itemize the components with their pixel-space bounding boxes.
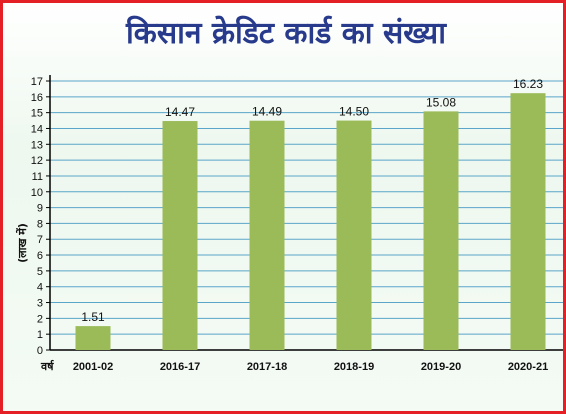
y-tick-label: 0 [37,345,43,357]
y-tick-label: 2 [37,313,43,325]
bar-chart: किसान क्रेडिट कार्ड का संख्या 0123456789… [15,15,563,373]
data-label-2019-20: 15.08 [426,95,456,109]
category-label-2019-20: 2019-20 [421,361,461,373]
data-label-2017-18: 14.49 [252,105,282,119]
data-label-2016-17: 14.47 [165,105,195,119]
category-label-2001-02: 2001-02 [73,361,113,373]
bars: 1.51 14.47 14.49 14.50 15.08 16.23 [75,77,546,351]
bar-2020-21 [510,93,546,351]
y-tick-label: 4 [37,282,43,294]
bar-2016-17 [162,121,198,350]
category-label-2020-21: 2020-21 [508,361,548,373]
y-axis-label: (लाख में) [15,223,29,263]
bar-2001-02 [75,326,111,350]
bar-2018-19 [336,120,372,350]
category-label-2018-19: 2018-19 [334,361,374,373]
y-tick-label: 1 [37,329,43,341]
y-tick-label: 16 [31,92,43,104]
data-label-2018-19: 14.50 [339,105,369,119]
y-tick-label: 12 [31,155,43,167]
y-tick-label: 14 [31,123,43,135]
y-tick-label: 6 [37,250,43,262]
y-tick-label: 10 [31,187,43,199]
data-label-2001-02: 1.51 [81,310,105,324]
y-tick-label: 5 [37,266,43,278]
y-tick-label: 8 [37,218,43,230]
y-tick-label: 9 [37,203,43,215]
data-label-2020-21: 16.23 [513,77,543,91]
y-tick-label: 13 [31,139,43,151]
chart-title: किसान क्रेडिट कार्ड का संख्या [125,15,447,51]
bar-2019-20 [423,111,459,350]
x-axis-label: वर्ष [40,359,54,373]
y-tick-label: 17 [31,76,43,88]
grid-lines [50,80,563,335]
y-tick-label: 7 [37,234,43,246]
y-tick-label: 3 [37,298,43,310]
y-tick-label: 11 [32,171,43,183]
category-label-2016-17: 2016-17 [160,361,200,373]
category-label-2017-18: 2017-18 [247,361,287,373]
y-tick-label: 15 [31,108,43,120]
bar-2017-18 [249,120,285,350]
